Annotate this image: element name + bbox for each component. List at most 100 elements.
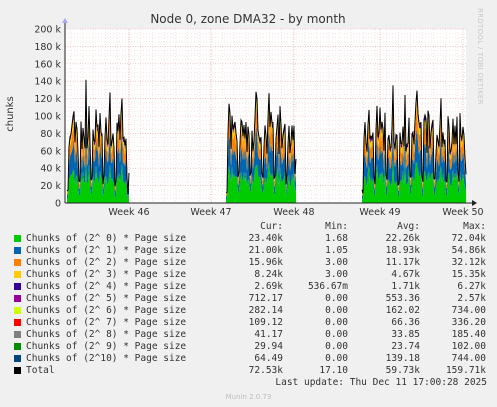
y-tick-label: 200 k xyxy=(34,25,61,36)
legend-label: Chunks of (2^ 0) * Page size xyxy=(26,233,187,244)
legend-max: 185.40 xyxy=(451,329,486,340)
legend-max: 734.00 xyxy=(451,305,486,316)
legend-cur: 282.14 xyxy=(248,305,283,316)
header-min: Min: xyxy=(325,221,348,232)
legend-swatch xyxy=(14,271,21,278)
legend-avg: 162.02 xyxy=(385,305,420,316)
chart-area: Node 0, zone DMA32 - by month chunks 0 20… xyxy=(5,12,484,219)
x-tick-label: Week 50 xyxy=(442,207,483,218)
legend-max: 72.04k xyxy=(451,233,486,244)
legend-max: 32.12k xyxy=(451,257,486,268)
legend-min: 0.00 xyxy=(325,305,348,316)
stacked-areas xyxy=(66,79,467,203)
legend-avg: 22.26k xyxy=(385,233,420,244)
y-tick-label: 100 k xyxy=(34,112,61,123)
legend-label: Chunks of (2^ 7) * Page size xyxy=(26,317,187,328)
legend-max: 159.71k xyxy=(445,365,486,376)
legend-avg: 139.18 xyxy=(385,353,420,364)
legend-row: Chunks of (2^ 4) * Page size 2.69k 536.67m… xyxy=(14,281,490,293)
legend-swatch xyxy=(14,247,21,254)
legend-cur: 21.00k xyxy=(248,245,283,256)
legend-max: 15.35k xyxy=(451,269,486,280)
legend-avg: 11.17k xyxy=(385,257,420,268)
legend-min: 0.00 xyxy=(325,293,348,304)
area-series-1 xyxy=(67,119,129,200)
area-series-2 xyxy=(67,97,129,198)
header-cur: Cur: xyxy=(260,221,283,232)
y-tick-label: 60 k xyxy=(40,146,61,157)
legend-avg: 4.67k xyxy=(391,269,420,280)
legend-cur: 41.17 xyxy=(254,329,283,340)
legend-label: Chunks of (2^ 2) * Page size xyxy=(26,257,187,268)
area-series-0 xyxy=(67,157,129,203)
legend-avg: 18.93k xyxy=(385,245,420,256)
legend-row: Total 72.53k 17.10 59.73k 159.71k xyxy=(14,365,490,377)
legend-swatch xyxy=(14,355,21,362)
legend-avg: 66.36 xyxy=(391,317,420,328)
legend-max: 336.20 xyxy=(451,317,486,328)
legend-cur: 8.24k xyxy=(254,269,283,280)
last-update: Last update: Thu Dec 11 17:00:28 2025 xyxy=(275,377,487,388)
legend-row: Chunks of (2^ 7) * Page size 109.12 0.00 66… xyxy=(14,317,490,329)
legend-min: 0.00 xyxy=(325,353,348,364)
legend-label: Chunks of (2^ 9) * Page size xyxy=(26,341,187,352)
x-axis-arrow xyxy=(472,200,477,206)
legend: Cur: Min: Avg: Max: Chunks of (2^ 0) * P… xyxy=(14,221,490,377)
legend-row: Chunks of (2^ 1) * Page size 21.00k 1.05 18… xyxy=(14,245,490,257)
legend-label: Chunks of (2^ 3) * Page size xyxy=(26,269,187,280)
legend-swatch xyxy=(14,367,21,374)
legend-max: 102.00 xyxy=(451,341,486,352)
legend-row: Chunks of (2^ 8) * Page size 41.17 0.00 33.… xyxy=(14,329,490,341)
y-tick-label: 0 xyxy=(55,199,61,210)
y-tick-label: 160 k xyxy=(34,59,61,70)
chart-title: Node 0, zone DMA32 - by month xyxy=(150,12,345,26)
legend-cur: 72.53k xyxy=(248,365,283,376)
y-tick-label: 20 k xyxy=(40,181,61,192)
legend-cur: 29.94 xyxy=(254,341,283,352)
legend-swatch xyxy=(14,235,21,242)
legend-row: Chunks of (2^ 3) * Page size 8.24k 3.00 4.6… xyxy=(14,269,490,281)
tick-labels: 0 20 k 40 k 60 k 80 k 100 k 120 k 140 k 160 k 180… xyxy=(34,25,483,219)
legend-max: 54.86k xyxy=(451,245,486,256)
y-tick-label: 140 k xyxy=(34,77,61,88)
area-series-0 xyxy=(362,157,466,203)
legend-min: 1.05 xyxy=(325,245,348,256)
legend-max: 2.57k xyxy=(457,293,486,304)
legend-avg: 23.74 xyxy=(391,341,420,352)
area-series-1 xyxy=(226,125,296,201)
legend-min: 1.68 xyxy=(325,233,348,244)
legend-swatch xyxy=(14,343,21,350)
legend-min: 3.00 xyxy=(325,269,348,280)
legend-label: Chunks of (2^10) * Page size xyxy=(26,353,187,364)
legend-label: Chunks of (2^ 6) * Page size xyxy=(26,305,187,316)
area-series-1 xyxy=(362,123,466,200)
legend-swatch xyxy=(14,307,21,314)
munin-version: Munin 2.0.73 xyxy=(225,393,272,401)
legend-label: Chunks of (2^ 5) * Page size xyxy=(26,293,187,304)
legend-cur: 109.12 xyxy=(248,317,283,328)
total-line xyxy=(225,91,297,194)
legend-header: Cur: Min: Avg: Max: xyxy=(14,221,490,233)
legend-min: 536.67m xyxy=(307,281,348,292)
axes xyxy=(62,18,477,206)
x-tick-label: Week 47 xyxy=(190,207,231,218)
legend-label: Chunks of (2^ 1) * Page size xyxy=(26,245,187,256)
legend-row: Chunks of (2^10) * Page size 64.49 0.00 139… xyxy=(14,353,490,365)
legend-swatch xyxy=(14,283,21,290)
legend-cur: 23.40k xyxy=(248,233,283,244)
legend-min: 3.00 xyxy=(325,257,348,268)
legend-avg: 33.85 xyxy=(391,329,420,340)
legend-cur: 15.96k xyxy=(248,257,283,268)
y-tick-label: 40 k xyxy=(40,164,61,175)
legend-cur: 64.49 xyxy=(254,353,283,364)
header-max: Max: xyxy=(463,221,486,232)
legend-swatch xyxy=(14,259,21,266)
legend-min: 0.00 xyxy=(325,329,348,340)
legend-cur: 712.17 xyxy=(248,293,283,304)
area-series-2 xyxy=(362,99,466,197)
total-line xyxy=(66,79,130,195)
legend-avg: 59.73k xyxy=(385,365,420,376)
y-axis-label: chunks xyxy=(5,96,16,132)
legend-label: Total xyxy=(26,365,55,376)
y-tick-label: 120 k xyxy=(34,94,61,105)
